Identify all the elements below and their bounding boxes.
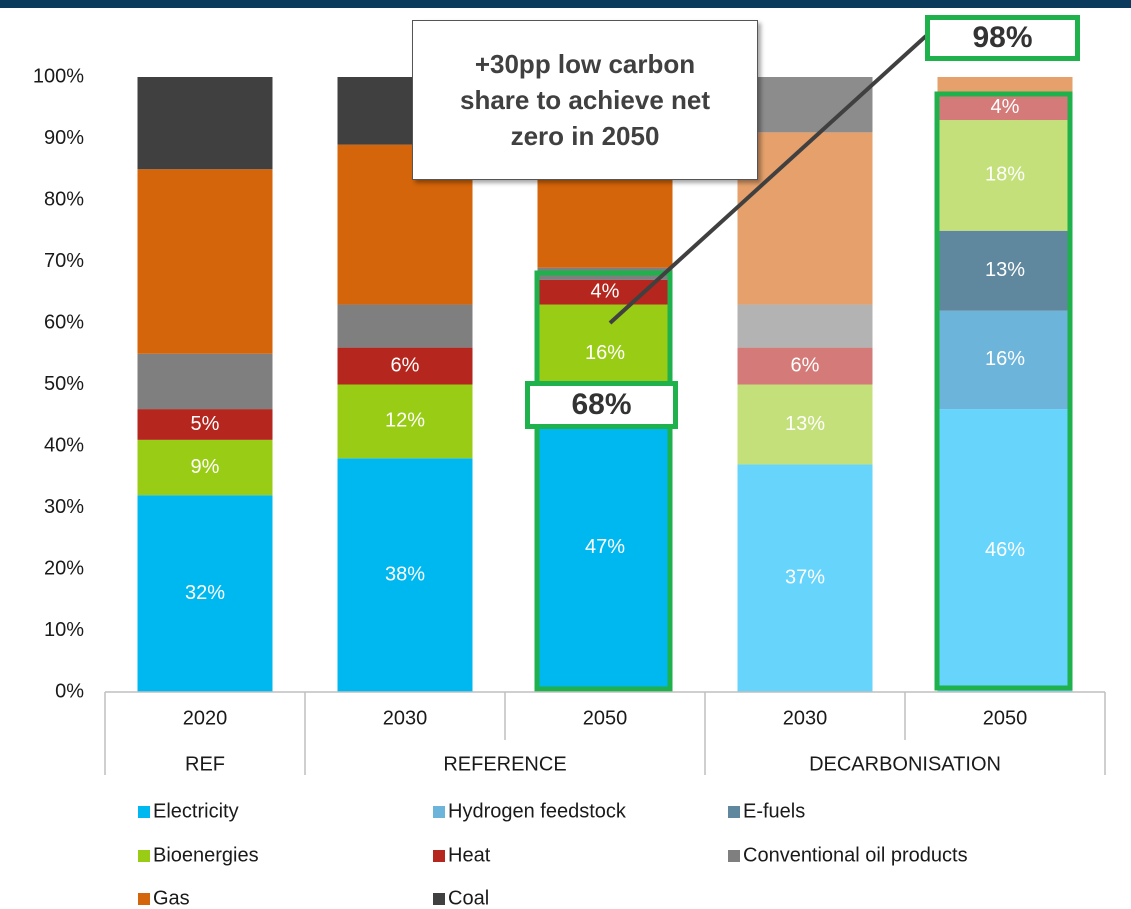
legend-swatch <box>728 850 740 862</box>
bar-segment <box>937 95 1073 121</box>
legend-label: Bioenergies <box>153 844 259 866</box>
legend-label: Heat <box>448 844 491 866</box>
data-label: 46% <box>985 539 1025 561</box>
y-tick-label: 60% <box>44 311 84 333</box>
x-tick-label: 2030 <box>783 707 828 729</box>
data-label: 4% <box>991 96 1020 118</box>
legend-label: Electricity <box>153 800 239 822</box>
legend-swatch <box>433 850 445 862</box>
data-label: 32% <box>185 582 225 604</box>
header-band <box>0 0 1131 8</box>
x-tick-label: 2020 <box>183 707 228 729</box>
data-label: 47% <box>585 536 625 558</box>
bar-segment <box>937 230 1073 311</box>
bar-segment <box>737 464 873 692</box>
data-label: 4% <box>591 281 620 303</box>
data-label: 37% <box>785 567 825 589</box>
y-tick-label: 20% <box>44 557 84 579</box>
data-label: 18% <box>985 164 1025 186</box>
group-label: DECARBONISATION <box>809 753 1001 775</box>
legend-swatch <box>138 806 150 818</box>
data-label: 6% <box>391 354 420 376</box>
bars <box>137 77 1073 692</box>
annotation: +30pp low carbon share to achieve net ze… <box>412 20 758 180</box>
bar-segment <box>537 402 673 692</box>
x-tick-label: 2050 <box>983 707 1028 729</box>
bar-segment <box>137 409 273 440</box>
y-tick-label: 100% <box>33 65 84 87</box>
bar-segment <box>137 495 273 692</box>
bar-segment <box>737 132 873 305</box>
x-tick-label: 2050 <box>583 707 628 729</box>
x-tick-label: 2030 <box>383 707 428 729</box>
legend-label: Coal <box>448 887 489 909</box>
legend-swatch <box>433 893 445 905</box>
annotation: 98% <box>925 15 1080 61</box>
bar-segment <box>337 458 473 692</box>
y-tick-label: 70% <box>44 250 84 272</box>
legend-label: Hydrogen feedstock <box>448 800 627 822</box>
bar-segment <box>737 384 873 465</box>
bar-segment <box>137 169 273 354</box>
y-tick-label: 0% <box>55 680 84 702</box>
y-tick-label: 30% <box>44 496 84 518</box>
highlight-frame <box>534 270 673 692</box>
bar-segment <box>337 347 473 385</box>
bar-segment <box>137 77 273 170</box>
bar-segment <box>337 304 473 348</box>
bar-segment <box>937 310 1073 410</box>
y-tick-label: 80% <box>44 188 84 210</box>
data-label: 5% <box>191 413 220 435</box>
bar-segment <box>737 304 873 348</box>
data-label: 38% <box>385 563 425 585</box>
data-label: 16% <box>585 342 625 364</box>
callout-line <box>608 34 928 325</box>
group-label: REFERENCE <box>443 753 566 775</box>
legend-label: Conventional oil products <box>743 844 968 866</box>
bar-segment <box>137 439 273 496</box>
data-label: 13% <box>985 259 1025 281</box>
bar-segment <box>937 120 1073 231</box>
bar-segment <box>937 77 1073 96</box>
y-tick-label: 90% <box>44 127 84 149</box>
legend-swatch <box>433 806 445 818</box>
bar-segment <box>137 353 273 410</box>
y-tick-label: 50% <box>44 373 84 395</box>
data-label: 12% <box>385 410 425 432</box>
data-label: 16% <box>985 348 1025 370</box>
legend-label: Gas <box>153 887 190 909</box>
group-label: REF <box>185 753 225 775</box>
y-tick-label: 10% <box>44 619 84 641</box>
data-label: 13% <box>785 413 825 435</box>
legend-swatch <box>138 850 150 862</box>
bar-segment <box>737 347 873 385</box>
bar-segment <box>337 384 473 459</box>
legend-label: E-fuels <box>743 800 805 822</box>
highlight-frame <box>934 91 1073 691</box>
data-label: 6% <box>791 354 820 376</box>
legend-swatch <box>138 893 150 905</box>
y-tick-label: 40% <box>44 434 84 456</box>
bar-segment <box>937 409 1073 692</box>
data-label: 9% <box>191 456 220 478</box>
legend-swatch <box>728 806 740 818</box>
annotation: 68% <box>525 381 678 429</box>
